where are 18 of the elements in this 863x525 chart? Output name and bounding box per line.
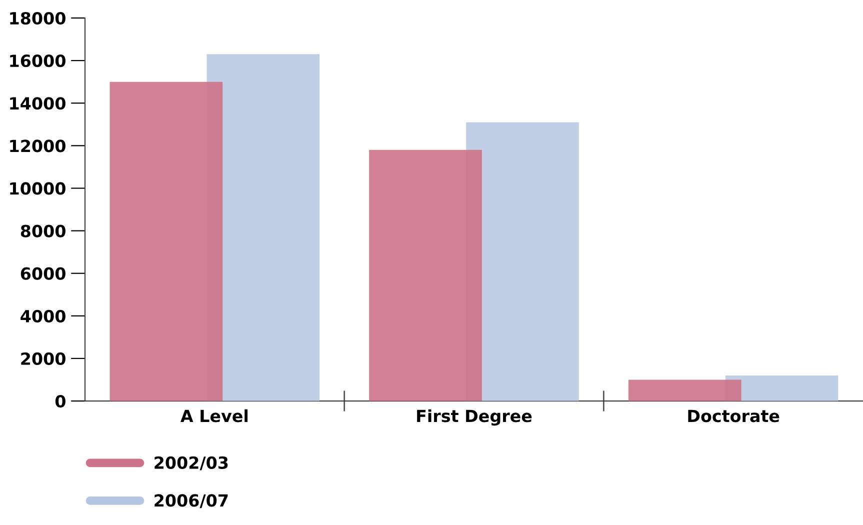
x-tick-label: A Level (180, 409, 248, 422)
y-tick-label: 12000 (10, 140, 66, 152)
y-tick-label: 10000 (10, 182, 66, 195)
y-tick-label: 0 (55, 394, 66, 408)
bar (628, 380, 742, 401)
y-tick-label: 16000 (10, 54, 66, 68)
legend-label: 2002/03 (154, 456, 228, 470)
y-tick-label: 2000 (21, 352, 66, 366)
y-tick-label: 6000 (20, 267, 66, 280)
legend-label: 2006/07 (154, 494, 228, 508)
y-tick-label: 14000 (10, 97, 66, 110)
y-tick-label: 8000 (20, 224, 66, 238)
x-tick-label: Doctorate (688, 410, 780, 422)
y-tick-label: 18000 (10, 12, 66, 25)
x-tick-label: First Degree (417, 409, 532, 426)
bar (110, 82, 223, 401)
bar (369, 150, 482, 401)
y-tick-label: 4000 (20, 310, 66, 322)
